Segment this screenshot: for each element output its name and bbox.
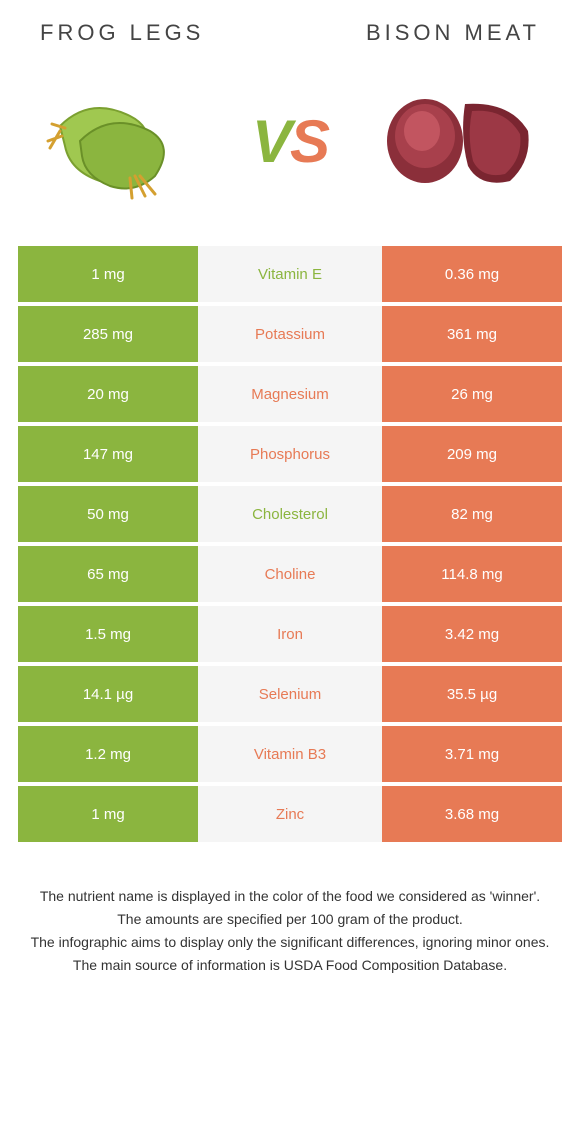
left-food-title: Frog legs xyxy=(40,20,204,46)
right-value: 3.42 mg xyxy=(382,606,562,662)
nutrient-label: Zinc xyxy=(198,786,382,842)
nutrient-label: Choline xyxy=(198,546,382,602)
right-value: 3.71 mg xyxy=(382,726,562,782)
left-value: 65 mg xyxy=(18,546,198,602)
left-value: 1.5 mg xyxy=(18,606,198,662)
nutrient-label: Cholesterol xyxy=(198,486,382,542)
table-row: 20 mgMagnesium26 mg xyxy=(18,366,562,422)
images-row: VS xyxy=(0,56,580,246)
nutrient-label: Vitamin E xyxy=(198,246,382,302)
footer-notes: The nutrient name is displayed in the co… xyxy=(0,846,580,998)
table-row: 1.2 mgVitamin B33.71 mg xyxy=(18,726,562,782)
vs-label: VS xyxy=(252,107,328,176)
comparison-table: 1 mgVitamin E0.36 mg285 mgPotassium361 m… xyxy=(0,246,580,842)
bison-meat-image xyxy=(380,76,540,206)
table-row: 1 mgVitamin E0.36 mg xyxy=(18,246,562,302)
table-row: 65 mgCholine114.8 mg xyxy=(18,546,562,602)
frog-legs-image xyxy=(40,76,200,206)
vs-s: S xyxy=(290,108,328,175)
table-row: 1 mgZinc3.68 mg xyxy=(18,786,562,842)
left-value: 285 mg xyxy=(18,306,198,362)
header: Frog legs Bison meat xyxy=(0,0,580,56)
nutrient-label: Magnesium xyxy=(198,366,382,422)
table-row: 50 mgCholesterol82 mg xyxy=(18,486,562,542)
nutrient-label: Phosphorus xyxy=(198,426,382,482)
left-value: 1.2 mg xyxy=(18,726,198,782)
left-value: 20 mg xyxy=(18,366,198,422)
right-food-title: Bison meat xyxy=(366,20,540,46)
footer-line-3: The infographic aims to display only the… xyxy=(30,932,550,953)
left-value: 14.1 µg xyxy=(18,666,198,722)
right-value: 209 mg xyxy=(382,426,562,482)
left-value: 1 mg xyxy=(18,246,198,302)
nutrient-label: Vitamin B3 xyxy=(198,726,382,782)
right-value: 3.68 mg xyxy=(382,786,562,842)
left-value: 147 mg xyxy=(18,426,198,482)
right-value: 0.36 mg xyxy=(382,246,562,302)
table-row: 285 mgPotassium361 mg xyxy=(18,306,562,362)
footer-line-2: The amounts are specified per 100 gram o… xyxy=(30,909,550,930)
right-value: 26 mg xyxy=(382,366,562,422)
right-value: 35.5 µg xyxy=(382,666,562,722)
right-value: 82 mg xyxy=(382,486,562,542)
left-value: 1 mg xyxy=(18,786,198,842)
table-row: 1.5 mgIron3.42 mg xyxy=(18,606,562,662)
table-row: 14.1 µgSelenium35.5 µg xyxy=(18,666,562,722)
nutrient-label: Iron xyxy=(198,606,382,662)
right-value: 114.8 mg xyxy=(382,546,562,602)
vs-v: V xyxy=(252,108,290,175)
footer-line-4: The main source of information is USDA F… xyxy=(30,955,550,976)
footer-line-1: The nutrient name is displayed in the co… xyxy=(30,886,550,907)
left-value: 50 mg xyxy=(18,486,198,542)
nutrient-label: Selenium xyxy=(198,666,382,722)
right-value: 361 mg xyxy=(382,306,562,362)
nutrient-label: Potassium xyxy=(198,306,382,362)
table-row: 147 mgPhosphorus209 mg xyxy=(18,426,562,482)
